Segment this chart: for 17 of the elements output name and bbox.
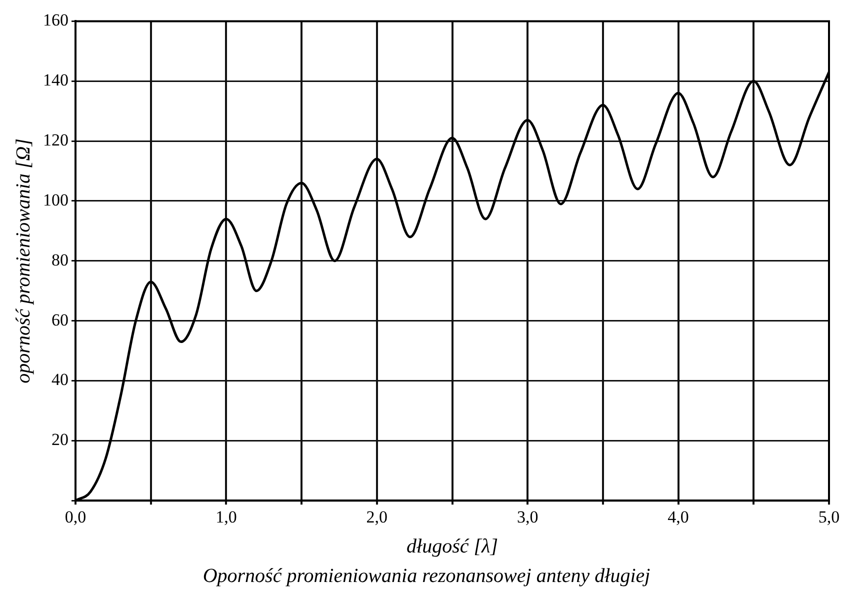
y-tick-label: 80 — [52, 250, 68, 270]
x-axis-title: długość [λ] — [406, 535, 498, 558]
y-tick-label: 20 — [52, 430, 68, 450]
y-tick-label: 120 — [43, 130, 68, 150]
y-axis-title: oporność promieniowania [Ω] — [12, 138, 34, 384]
x-tick-label: 5,0 — [818, 507, 840, 526]
x-tick-label: 0,0 — [64, 507, 86, 526]
y-tick-label: 60 — [52, 310, 68, 330]
y-tick-label: 100 — [43, 190, 68, 210]
y-tick-label: 160 — [43, 10, 68, 30]
y-tick-label: 40 — [52, 370, 68, 390]
x-tick-label: 4,0 — [668, 507, 689, 526]
x-tick-label: 1,0 — [216, 507, 237, 526]
y-tick-label: 140 — [43, 70, 68, 90]
x-tick-label: 2,0 — [366, 507, 388, 526]
x-tick-label: 3,0 — [516, 507, 538, 526]
text: Oporność promieniowania rezonansowej anteny długiej — [202, 565, 652, 588]
